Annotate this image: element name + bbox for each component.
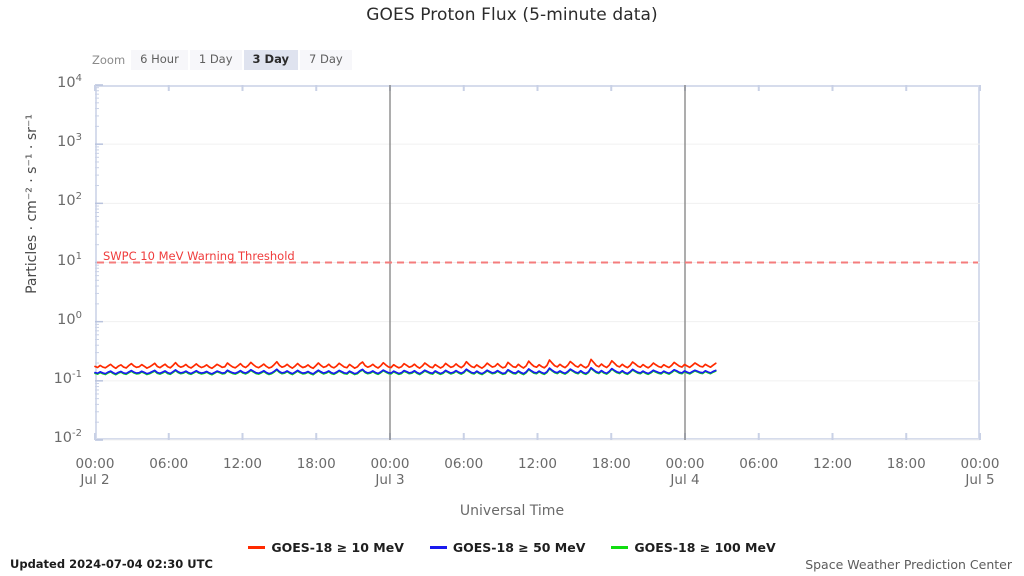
x-tick-date: Jul 5: [965, 472, 995, 488]
series-line-1: [94, 366, 717, 375]
x-tick-time: 00:00: [960, 456, 1000, 472]
legend-swatch-50-mev: [429, 546, 447, 549]
x-tick-time: 12:00: [813, 456, 852, 472]
legend-label-10-mev: GOES-18 ≥ 10 MeV: [271, 540, 404, 555]
x-tick-date: Jul 3: [375, 472, 405, 488]
legend-label-50-mev: GOES-18 ≥ 50 MeV: [452, 540, 586, 555]
x-axis-tick-label: 00:00 Jul 3: [345, 456, 435, 488]
x-axis-tick-label: 06:00: [124, 456, 214, 472]
x-tick-time: 06:00: [149, 456, 189, 472]
legend-swatch-100-mev: [611, 546, 629, 549]
x-axis-tick-label: 12:00: [788, 456, 878, 472]
legend-item-50-mev[interactable]: GOES-18 ≥ 50 MeV: [429, 540, 586, 555]
x-axis-tick-label: 00:00 Jul 4: [640, 456, 730, 488]
y-axis-tick-label: 100: [57, 309, 82, 328]
zoom-button-3-day[interactable]: 3 Day: [243, 50, 298, 70]
x-tick-time: 06:00: [444, 456, 484, 472]
legend-item-10-mev[interactable]: GOES-18 ≥ 10 MeV: [248, 540, 404, 555]
zoom-button-1-day[interactable]: 1 Day: [189, 50, 242, 70]
x-axis-title: Universal Time: [459, 503, 565, 519]
zoom-button-7-day[interactable]: 7 Day: [300, 50, 352, 70]
zoom-label: Zoom: [92, 53, 126, 67]
series-line-2: [94, 367, 717, 376]
x-tick-time: 18:00: [296, 456, 336, 472]
x-axis-tick-label: 00:00 Jul 2: [50, 456, 140, 488]
zoom-range-control: Zoom 6 Hour 1 Day 3 Day 7 Day: [92, 50, 354, 70]
x-tick-time: 06:00: [739, 456, 779, 472]
legend-swatch-10-mev: [248, 546, 266, 549]
y-axis-title: Particles · cm⁻² · s⁻¹ · sr⁻¹: [24, 84, 40, 324]
x-tick-time: 18:00: [886, 456, 926, 472]
x-axis-tick-label: 06:00: [714, 456, 804, 472]
y-axis-tick-label: 103: [57, 132, 82, 151]
chart-legend: GOES-18 ≥ 10 MeV GOES-18 ≥ 50 MeV GOES-1…: [0, 540, 1024, 555]
y-axis-tick-label: 101: [57, 250, 82, 269]
legend-label-100-mev: GOES-18 ≥ 100 MeV: [634, 540, 776, 555]
x-axis-tick-label: 00:00 Jul 5: [935, 456, 1024, 488]
x-axis-tick-label: 12:00: [493, 456, 583, 472]
x-axis-tick-label: 12:00: [198, 456, 288, 472]
threshold-annotation-label: SWPC 10 MeV Warning Threshold: [103, 248, 295, 263]
plot-area: [95, 85, 980, 440]
x-tick-time: 00:00: [75, 456, 115, 472]
y-axis-tick-label: 104: [57, 73, 82, 91]
x-tick-date: Jul 2: [80, 472, 110, 488]
y-axis-tick-label: 10-1: [53, 369, 82, 387]
x-tick-time: 12:00: [223, 456, 262, 472]
updated-timestamp: Updated 2024-07-04 02:30 UTC: [10, 557, 213, 571]
x-tick-time: 18:00: [591, 456, 631, 472]
organization-credit: Space Weather Prediction Center: [805, 557, 1012, 572]
zoom-button-6-hour[interactable]: 6 Hour: [131, 50, 188, 70]
x-axis-tick-label: 18:00: [566, 456, 656, 472]
x-tick-time: 00:00: [665, 456, 705, 472]
x-axis-tick-label: 18:00: [861, 456, 951, 472]
series-line-0: [94, 358, 717, 370]
y-axis-tick-label: 102: [57, 191, 82, 210]
x-tick-date: Jul 4: [670, 472, 700, 488]
legend-item-100-mev[interactable]: GOES-18 ≥ 100 MeV: [611, 540, 776, 555]
x-axis-tick-label: 18:00: [271, 456, 361, 472]
y-axis-tick-label: 10-2: [53, 428, 82, 446]
x-axis-tick-label: 06:00: [419, 456, 509, 472]
page-title: GOES Proton Flux (5-minute data): [366, 5, 658, 25]
x-tick-time: 12:00: [518, 456, 557, 472]
x-tick-time: 00:00: [370, 456, 410, 472]
y-axis-title-text: Particles · cm⁻² · s⁻¹ · sr⁻¹: [24, 114, 40, 294]
